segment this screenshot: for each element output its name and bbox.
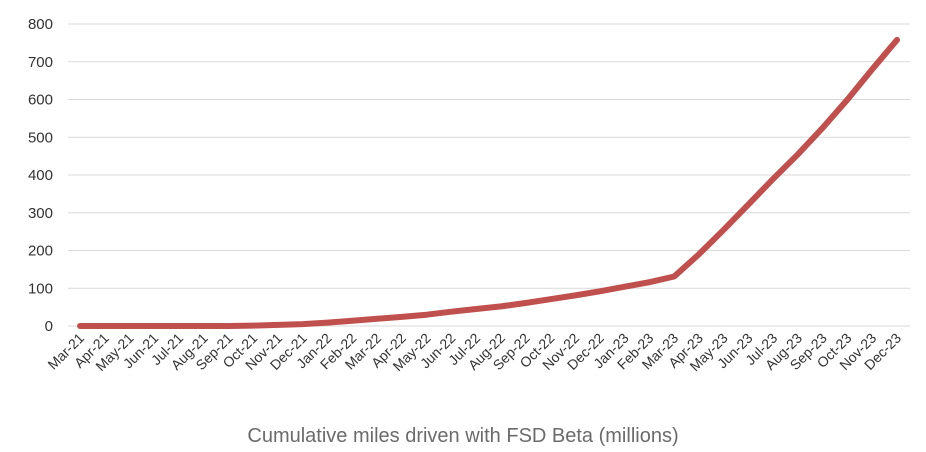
y-tick-label: 0 [45, 318, 53, 335]
y-axis-ticks: 0 100 200 300 400 500 600 700 800 [28, 16, 53, 335]
x-axis-ticks: Mar-21Apr-21May-21Jun-21Jul-21Aug-21Sep-… [44, 330, 904, 374]
y-tick-label: 400 [28, 167, 53, 184]
y-tick-label: 800 [28, 16, 53, 33]
series-line [77, 36, 900, 329]
gridlines [68, 23, 910, 327]
chart-caption: Cumulative miles driven with FSD Beta (m… [247, 425, 678, 447]
y-tick-label: 300 [28, 205, 53, 222]
y-tick-label: 600 [28, 92, 53, 109]
y-tick-label: 700 [28, 54, 53, 71]
y-tick-label: 500 [28, 129, 53, 146]
y-tick-label: 100 [28, 280, 53, 297]
y-tick-label: 200 [28, 243, 53, 260]
series-layer [77, 36, 900, 329]
